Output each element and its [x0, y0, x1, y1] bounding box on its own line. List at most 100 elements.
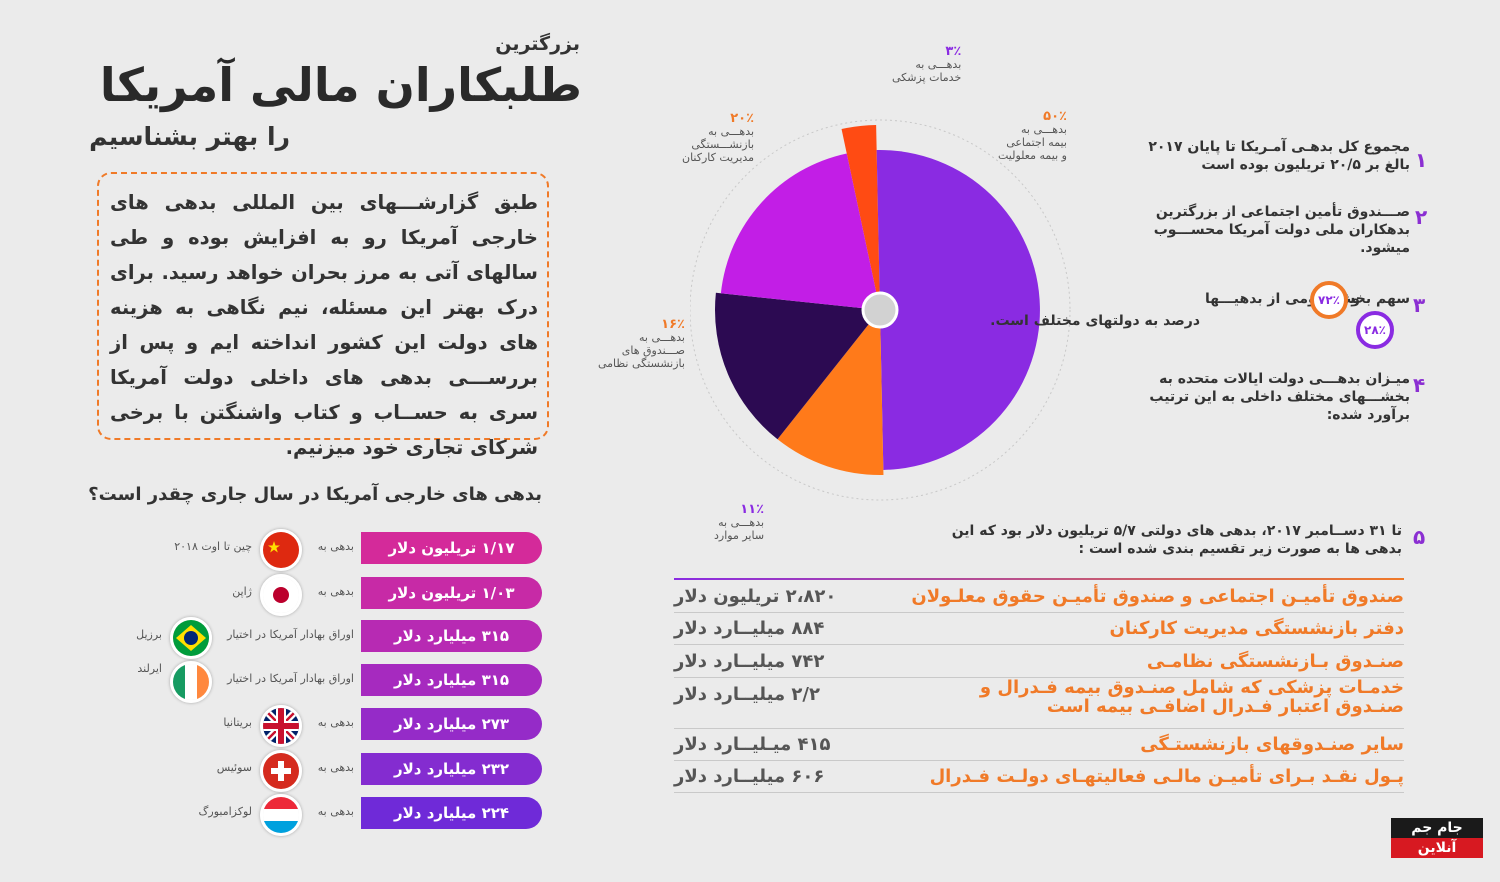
- table-row: پـول نقـد بـرای تأمیـن مالـی فعالیتهـای …: [674, 762, 1404, 793]
- foreign-debt-prefix: اوراق بهادار آمریکا در اختیار: [227, 628, 354, 641]
- logo-bottom: آنلاین: [1391, 838, 1483, 858]
- table-value: ۲،۸۲۰ تریلیون دلار: [674, 586, 837, 607]
- pie-desc: بدهـــی به: [639, 331, 685, 344]
- pie-desc: بدهـــی به: [718, 516, 765, 529]
- brazil-flag-icon: [170, 617, 212, 659]
- fact-number: ۲: [1415, 205, 1428, 229]
- foreign-debt-country: ژاپن: [232, 585, 252, 598]
- fact-number: ۱: [1415, 148, 1428, 172]
- pie-label-military: ۱۶٪ بدهـــی به صـــندوق های بازنشستگی نظ…: [598, 318, 685, 370]
- foreign-debt-bar: ۲۷۳ میلیارد دلار: [361, 708, 542, 740]
- foreign-debt-prefix: اوراق بهادار آمریکا در اختیار: [227, 672, 354, 685]
- foreign-debt-prefix: بدهی به: [317, 716, 354, 729]
- table-label: خدمـات پزشکی که شامل صنـدوق بیمه فـدرال …: [979, 677, 1404, 717]
- pie-slice: [777, 310, 884, 475]
- foreign-debt-prefix: بدهی به: [317, 805, 354, 818]
- title-small: بزرگترین: [495, 33, 580, 55]
- ireland-flag-icon: [170, 661, 212, 703]
- fact-2: صـــندوق تأمین اجتماعی از بزرگترین بدهکا…: [1153, 204, 1410, 256]
- pie-desc: صـــندوق های: [621, 344, 685, 357]
- pie-label-other: ۱۱٪ بدهـــی به سایر موارد: [714, 503, 764, 542]
- pie-chart: [690, 119, 1071, 501]
- foreign-debt-bar: ۱/۰۳ تریلیون دلار: [361, 577, 542, 609]
- pie-slice: [841, 125, 880, 310]
- fact-4: میـزان بدهـــی دولت ایالات متحده به بخشـ…: [1149, 371, 1410, 423]
- pie-pct: ۱۶٪: [661, 317, 685, 332]
- pie-pct: ۵۰٪: [1043, 109, 1067, 124]
- swiss-flag-icon: [260, 750, 302, 792]
- table-value: ۲/۲ میلیــارد دلار: [674, 684, 820, 705]
- fact-5: تا ۳۱ دســامبر ۲۰۱۷، بدهی های دولتی ۵/۷ …: [951, 523, 1402, 557]
- lux-flag-icon: [260, 794, 302, 836]
- pie-label-personnel: ۲۰٪ بدهـــی به بازنشـــستگی مدیریت کارکن…: [682, 112, 754, 164]
- table-label: صندوق تأمیـن اجتماعی و صندوق تأمیـن حقوق…: [911, 586, 1404, 607]
- fact-number: ۳: [1413, 293, 1426, 317]
- foreign-debt-bar: ۱/۱۷ تریلیون دلار: [361, 532, 542, 564]
- table-label: پـول نقـد بـرای تأمیـن مالـی فعالیتهـای …: [929, 766, 1404, 787]
- fact-number: ۵: [1413, 525, 1426, 549]
- fact-1: مجموع کل بدهـی آمـریکا تا پایان ۲۰۱۷ بال…: [1148, 139, 1410, 173]
- table-row: صنـدوق بـازنشستگی نظامـی ۷۴۲ میلیــارد دل…: [674, 647, 1404, 678]
- pie-center: [861, 291, 899, 329]
- pie-slice: [876, 150, 1040, 470]
- logo: جام جم آنلاین: [1391, 818, 1483, 858]
- table-label: سایر صنـدوقهای بازنشستـگی: [1140, 734, 1404, 755]
- pie-label-medical: ۳٪ بدهـــی به خدمات پزشکی: [892, 45, 961, 84]
- pie-desc: بدهـــی به: [915, 58, 962, 71]
- intro-box: [97, 172, 549, 440]
- foreign-debt-bar: ۲۲۴ میلیارد دلار: [361, 797, 542, 829]
- foreign-debt-country: بریتانیا: [223, 716, 252, 729]
- fact-3: سهم بخش عـومی از بدهیـــها ۷۲٪ و درصد به…: [990, 281, 1410, 349]
- logo-top: جام جم: [1391, 818, 1483, 838]
- table-top-rule: [674, 578, 1404, 580]
- pie-desc: خدمات پزشکی: [892, 71, 962, 84]
- foreign-debt-bar: ۳۱۵ میلیارد دلار: [361, 620, 542, 652]
- fact-number: ۴: [1413, 373, 1426, 397]
- table-value: ۸۸۴ میلیــارد دلار: [674, 618, 825, 639]
- foreign-debt-country: برزیل: [136, 628, 162, 641]
- intro-text: طبق گزارشـــهای بین المللی بدهی های خارج…: [110, 191, 538, 459]
- foreign-debt-bar: ۲۳۲ میلیارد دلار: [361, 753, 542, 785]
- pie-desc: بدهـــی به: [1021, 123, 1067, 136]
- pie-desc: مدیریت کارکنان: [682, 151, 755, 164]
- pie-desc: بدهـــی به: [708, 125, 755, 138]
- page-title: طلبکاران مالی آمریکا: [99, 58, 583, 112]
- table-row: سایر صنـدوقهای بازنشستـگی ۴۱۵ میـلیــارد …: [674, 730, 1404, 761]
- table-row: خدمـات پزشکی که شامل صنـدوق بیمه فـدرال …: [674, 677, 1404, 729]
- pie-label-social: ۵۰٪ بدهـــی به بیمه اجتماعی و بیمه معلول…: [998, 110, 1067, 162]
- foreign-debt-question: بدهی های خارجی آمریکا در سال جاری چقدر ا…: [88, 484, 542, 505]
- japan-flag-icon: [260, 574, 302, 616]
- table-label: صنـدوق بـازنشستگی نظامـی: [1146, 651, 1404, 672]
- foreign-debt-prefix: بدهی به: [317, 761, 354, 774]
- badge-28: ۲۸٪: [1356, 311, 1394, 349]
- foreign-debt-country: لوکزامبورگ: [198, 805, 252, 818]
- page-subtitle: را بهتر بشناسیم: [89, 122, 290, 151]
- pie-desc: سایر موارد: [714, 529, 765, 542]
- fact-3-and: و: [1351, 291, 1360, 307]
- pie-desc: بازنشستگی نظامی: [598, 357, 685, 370]
- pie-slice: [715, 292, 880, 440]
- pie-desc: و بیمه معلولیت: [998, 149, 1067, 162]
- pie-desc: بازنشـــستگی: [691, 138, 755, 151]
- table-value: ۴۱۵ میـلیــارد دلار: [674, 734, 831, 755]
- table-label: دفتر بازنشستگی مدیریت کارکنان: [1109, 618, 1404, 639]
- pie-pct: ۳٪: [945, 44, 962, 59]
- pie-slice: [720, 153, 880, 310]
- pie-guide-circle: [690, 119, 1071, 501]
- fact-3-text2: درصد به دولتهای مختلف است.: [990, 313, 1200, 329]
- table-value: ۶۰۶ میلیــارد دلار: [674, 766, 825, 787]
- table-row: صندوق تأمیـن اجتماعی و صندوق تأمیـن حقوق…: [674, 582, 1404, 613]
- pie-pct: ۲۰٪: [730, 111, 755, 126]
- foreign-debt-country: سوئیس: [216, 761, 252, 774]
- foreign-debt-country: چین تا اوت ۲۰۱۸: [174, 540, 252, 553]
- foreign-debt-country: ایرلند: [137, 662, 162, 675]
- uk-flag-icon: [260, 705, 302, 747]
- foreign-debt-prefix: بدهی به: [317, 540, 354, 553]
- badge-72: ۷۲٪: [1310, 281, 1348, 319]
- table-value: ۷۴۲ میلیــارد دلار: [674, 651, 825, 672]
- table-row: دفتر بازنشستگی مدیریت کارکنان ۸۸۴ میلیــا…: [674, 614, 1404, 645]
- pie-pct: ۱۱٪: [740, 502, 765, 517]
- foreign-debt-prefix: بدهی به: [317, 585, 354, 598]
- foreign-debt-bar: ۳۱۵ میلیارد دلار: [361, 664, 542, 696]
- pie-desc: بیمه اجتماعی: [1006, 136, 1067, 149]
